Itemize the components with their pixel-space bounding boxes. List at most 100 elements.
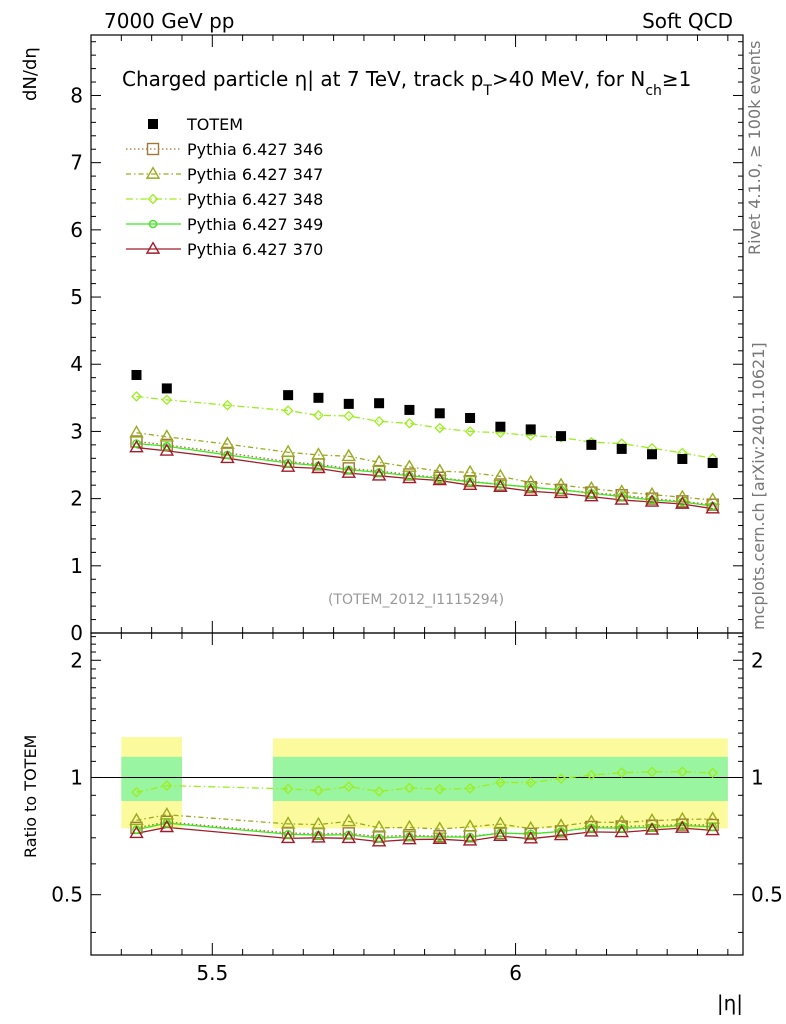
ratio-series-5-point [614, 824, 629, 838]
ratio-series-4-point [617, 823, 626, 833]
ratio-series-5-point [129, 825, 144, 839]
series-2-point [614, 484, 629, 497]
series-2-point [675, 489, 690, 503]
series-2-point [159, 429, 175, 442]
ratio-line-3 [136, 771, 713, 793]
series-3-point [434, 422, 446, 434]
series-2-point [705, 492, 720, 505]
totem-data-point [556, 431, 567, 442]
x-tick-label: 5.5 [196, 961, 228, 985]
series-5-point [584, 488, 599, 502]
series-5-point [280, 459, 296, 472]
series-2-point [220, 436, 235, 450]
series-5-point [644, 494, 660, 507]
totem-data-point [616, 443, 627, 454]
series-2-point [462, 464, 478, 478]
ratio-series-2-point [129, 812, 144, 826]
totem-data-point [374, 398, 385, 409]
legend-marker-5 [145, 241, 161, 254]
ratio-series-5-point [159, 819, 175, 833]
ratio-series-3-point [707, 767, 718, 779]
series-4-point [162, 441, 172, 451]
ratio-series-5-point [553, 827, 569, 841]
ratio-series-3-point [434, 783, 446, 795]
ratio-series-2-point [462, 819, 478, 832]
series-5-point [220, 450, 235, 464]
y-tick-label: 8 [70, 83, 83, 107]
totem-data-point [647, 449, 658, 460]
ratio-series-3-point [313, 785, 324, 796]
x-axis-label: |η| [717, 991, 743, 1015]
ratio-series-5-point [644, 822, 660, 835]
ratio-series-3-point [525, 777, 537, 788]
series-3-point [313, 409, 324, 421]
ratio-series-5-point [311, 830, 326, 843]
ratio-series-5-point [705, 822, 720, 836]
legend-marker-2 [145, 166, 161, 179]
ratio-series-2-point [341, 813, 357, 827]
series-5-point [402, 470, 417, 484]
ratio-series-4-point [526, 829, 535, 839]
ratio-series-3-point [646, 766, 658, 778]
ratio-band-inner [121, 756, 182, 802]
series-line-2 [136, 432, 713, 501]
series-5-point [311, 460, 326, 474]
ratio-tick-label: 0.5 [51, 883, 83, 907]
axes: 0 1 2 3 4 5 6 7 8 5.5 6 0.5 0.5 1 1 2 2 [51, 34, 783, 985]
y-tick-label: 3 [70, 419, 83, 443]
legend-totem-marker [148, 119, 158, 129]
series-3-point [131, 391, 142, 402]
y-tick-label: 1 [70, 554, 83, 578]
ratio-series-2-point [311, 816, 326, 830]
legend: TOTEM Pythia 6.427 346 Pythia 6.427 347 Pyt… [126, 115, 323, 259]
y-tick-label: 4 [70, 352, 83, 376]
legend-label-2: Pythia 6.427 347 [187, 165, 323, 184]
ratio-series-1-point [554, 825, 568, 838]
y-tick-label: 7 [70, 151, 83, 175]
ratio-tick-label: 1 [70, 765, 83, 789]
legend-label-1: Pythia 6.427 346 [187, 140, 323, 159]
series-1-point [433, 471, 446, 484]
header-category-label: Soft QCD [642, 9, 733, 33]
series-5-point [371, 468, 387, 481]
y-tick-label: 2 [70, 487, 83, 511]
rivet-version-label: Rivet 4.1.0, ≥ 100k events [745, 41, 764, 255]
totem-data-point [404, 404, 415, 415]
totem-data-point [677, 453, 688, 464]
series-2-point [280, 444, 296, 458]
analysis-watermark: (TOTEM_2012_I1115294) [328, 592, 504, 608]
y-tick-label: 5 [70, 285, 83, 309]
series-2-point [523, 474, 538, 488]
ratio-line-4 [136, 822, 713, 839]
legend-marker-3 [147, 193, 159, 205]
series-5-point [614, 492, 629, 505]
ratio-series-3-point [586, 769, 597, 781]
series-1-point [494, 478, 507, 491]
ratio-plot-frame [90, 632, 744, 956]
mcplots-credit-label: mcplots.cern.ch [arXiv:2401.10621] [749, 342, 768, 630]
series-3-point [373, 416, 385, 427]
series-3-point [464, 426, 476, 437]
series-1-point [463, 474, 477, 488]
series-2-point [644, 486, 660, 500]
y-tick-label: 6 [70, 218, 83, 242]
ratio-series-5-point [432, 831, 448, 845]
ratio-tick-label: 2 [70, 648, 83, 672]
series-5-point [553, 485, 569, 499]
series-5-point [462, 477, 478, 491]
legend-label-3: Pythia 6.427 348 [187, 190, 323, 209]
ratio-series-3-point [404, 782, 415, 794]
series-5-point [675, 496, 690, 509]
series-line-3 [136, 395, 713, 459]
totem-data-point [343, 398, 354, 409]
legend-totem-label: TOTEM [186, 115, 243, 134]
series-5-point [523, 483, 538, 497]
totem-data-point [131, 369, 142, 380]
ratio-series-3-point [343, 781, 355, 792]
series-2-point [341, 448, 357, 462]
ratio-series-1-point [433, 830, 446, 843]
legend-marker-4 [148, 219, 158, 229]
ratio-series-2-point [402, 819, 417, 833]
ratio-tick-label-right: 0.5 [751, 883, 783, 907]
